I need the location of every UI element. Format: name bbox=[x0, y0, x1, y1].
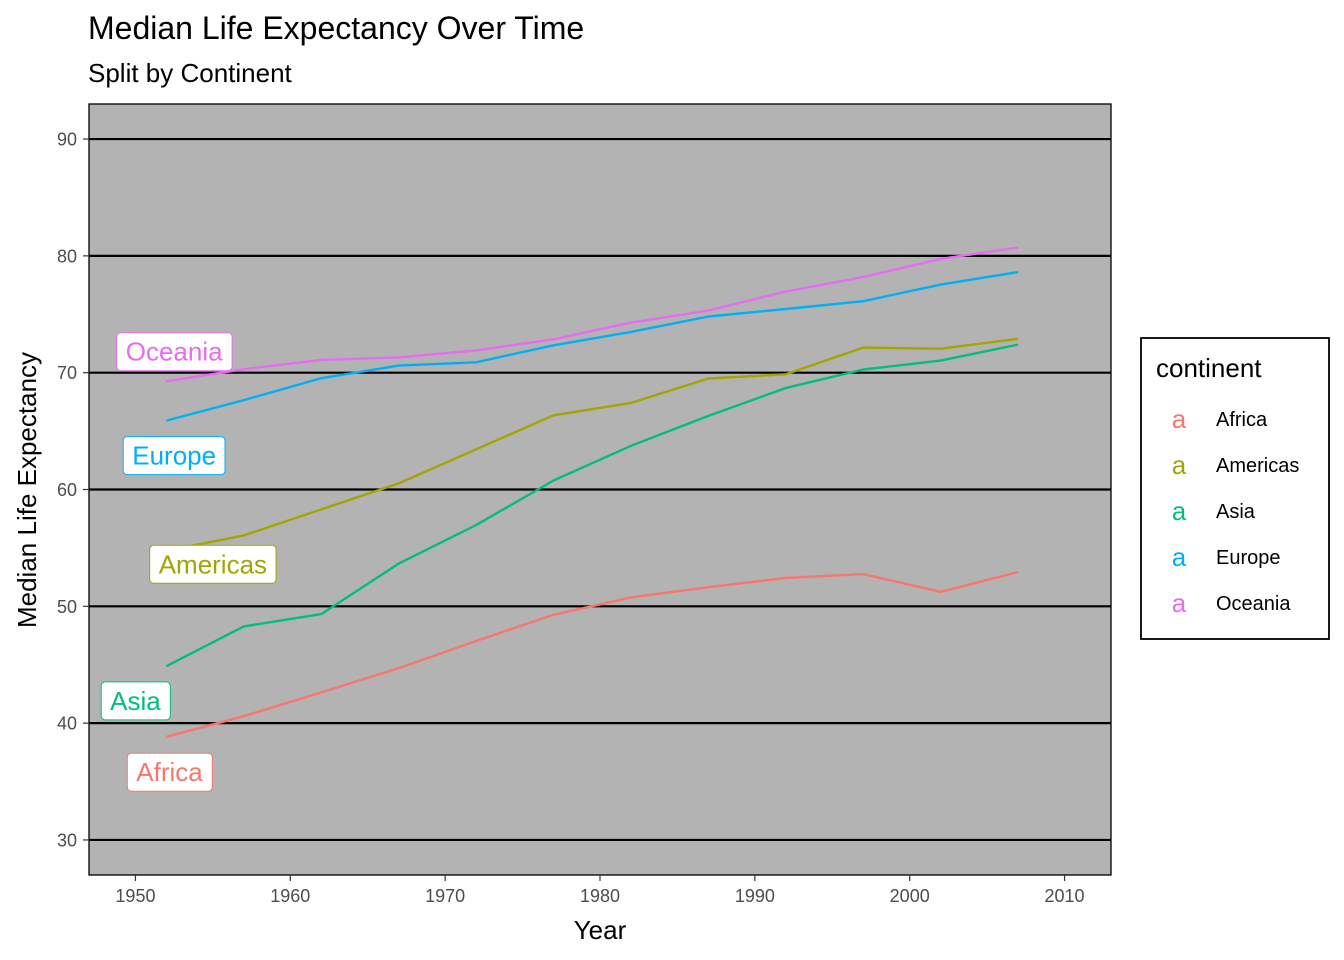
legend-item-asia: Asia bbox=[1216, 501, 1256, 523]
y-tick-label: 90 bbox=[57, 130, 77, 150]
y-tick-label: 40 bbox=[57, 714, 77, 734]
label-asia: Asia bbox=[100, 681, 171, 721]
y-tick-label: 30 bbox=[57, 830, 77, 850]
legend-key-asia: a bbox=[1172, 496, 1187, 526]
gridlines bbox=[89, 137, 1111, 842]
legend-title: continent bbox=[1156, 353, 1262, 383]
chart-subtitle: Split by Continent bbox=[88, 58, 293, 88]
x-tick-label: 2000 bbox=[890, 886, 930, 906]
series-line-asia bbox=[165, 343, 1019, 668]
series-labels: Africa Americas Asia Europe Oceania bbox=[100, 332, 277, 792]
label-europe: Europe bbox=[122, 436, 226, 476]
legend-item-oceania: Oceania bbox=[1216, 593, 1291, 615]
label-box-americas bbox=[149, 544, 277, 584]
legend: continent a Africa a Americas a Asia a Europe a O… bbox=[1140, 337, 1330, 640]
label-box-oceania bbox=[116, 332, 233, 372]
y-tick-label: 80 bbox=[57, 246, 77, 266]
x-tick-label: 2010 bbox=[1045, 886, 1085, 906]
label-text-europe: Europe bbox=[132, 441, 216, 471]
legend-key-europe: a bbox=[1172, 542, 1187, 572]
x-tick-label: 1990 bbox=[735, 886, 775, 906]
legend-key-americas: a bbox=[1172, 450, 1187, 480]
y-axis: 30 40 50 60 70 80 90 bbox=[57, 130, 89, 850]
legend-key-oceania: a bbox=[1172, 588, 1187, 618]
label-text-africa: Africa bbox=[136, 757, 203, 787]
y-axis-title: Median Life Expectancy bbox=[12, 352, 42, 628]
series-line-oceania bbox=[166, 246, 1019, 383]
y-tick-label: 50 bbox=[57, 597, 77, 617]
x-tick-label: 1970 bbox=[425, 886, 465, 906]
chart-title: Median Life Expectancy Over Time bbox=[88, 10, 584, 46]
label-text-oceania: Oceania bbox=[126, 337, 223, 367]
label-box-africa bbox=[126, 752, 213, 792]
series-line-americas bbox=[166, 337, 1019, 552]
x-axis: 1950 1960 1970 1980 1990 2000 2010 bbox=[115, 875, 1085, 906]
legend-key-africa: a bbox=[1172, 404, 1187, 434]
legend-item-americas: Americas bbox=[1216, 455, 1299, 477]
legend-item-africa: Africa bbox=[1216, 409, 1268, 431]
series-lines bbox=[165, 246, 1019, 738]
label-text-americas: Americas bbox=[159, 549, 267, 579]
x-axis-title: Year bbox=[574, 915, 627, 945]
legend-items: a Africa a Americas a Asia a Europe a Oceania bbox=[1172, 404, 1300, 618]
label-text-asia: Asia bbox=[110, 686, 161, 716]
y-tick-label: 60 bbox=[57, 480, 77, 500]
x-tick-label: 1950 bbox=[115, 886, 155, 906]
y-tick-label: 70 bbox=[57, 363, 77, 383]
series-line-africa bbox=[166, 570, 1019, 738]
label-box-asia bbox=[100, 681, 171, 721]
label-africa: Africa bbox=[126, 752, 213, 792]
legend-item-europe: Europe bbox=[1216, 547, 1281, 569]
label-oceania: Oceania bbox=[116, 332, 233, 372]
x-tick-label: 1960 bbox=[270, 886, 310, 906]
label-box-europe bbox=[122, 436, 226, 476]
legend-box bbox=[1140, 337, 1330, 640]
series-line-europe bbox=[166, 270, 1019, 422]
label-americas: Americas bbox=[149, 544, 277, 584]
x-tick-label: 1980 bbox=[580, 886, 620, 906]
